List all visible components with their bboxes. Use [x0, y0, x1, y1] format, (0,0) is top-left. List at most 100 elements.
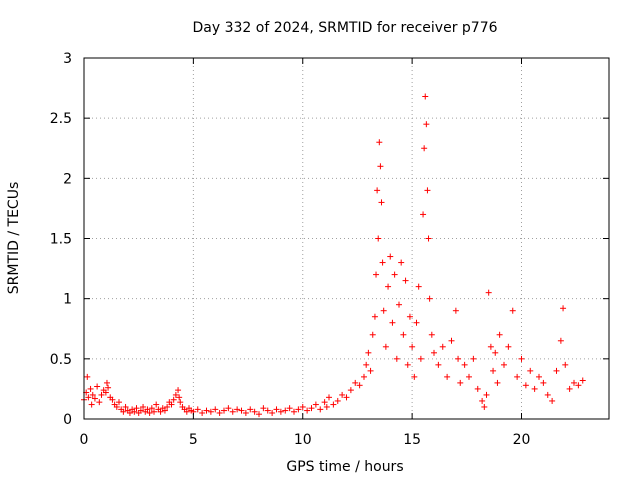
data-point	[183, 408, 190, 415]
data-point	[177, 399, 184, 406]
data-point	[361, 373, 367, 380]
data-point	[505, 343, 512, 350]
data-point	[277, 408, 284, 415]
y-tick-label: 1.5	[50, 232, 72, 248]
data-point	[299, 403, 306, 410]
data-point	[365, 349, 372, 356]
data-point	[221, 407, 227, 414]
data-point	[161, 407, 168, 414]
data-point	[560, 305, 567, 312]
data-point	[126, 409, 133, 416]
data-point	[579, 377, 586, 384]
data-point	[133, 405, 140, 412]
data-point	[312, 401, 319, 408]
data-point	[347, 387, 354, 394]
data-point	[131, 408, 138, 415]
data-point	[509, 307, 516, 314]
data-point	[242, 409, 249, 416]
data-point	[286, 405, 293, 412]
data-point	[321, 399, 328, 406]
data-points	[81, 93, 586, 418]
data-point	[409, 343, 416, 350]
y-tick-label: 2	[63, 171, 72, 187]
data-point	[562, 361, 569, 368]
data-point	[164, 403, 171, 410]
data-point	[140, 403, 147, 410]
data-point	[378, 199, 385, 206]
data-point	[120, 408, 127, 415]
y-tick-label: 0	[63, 412, 72, 428]
data-point	[212, 406, 219, 413]
data-point	[457, 379, 464, 386]
x-tick-label: 10	[294, 432, 312, 448]
data-point	[566, 385, 573, 392]
x-tick-label: 5	[189, 432, 198, 448]
data-point	[420, 211, 427, 218]
data-point	[216, 409, 223, 416]
data-point	[84, 373, 91, 380]
data-point	[373, 271, 380, 278]
data-point	[352, 379, 359, 386]
data-point	[113, 403, 120, 410]
data-point	[540, 379, 547, 386]
data-point	[424, 187, 431, 194]
x-tick-label: 20	[513, 432, 531, 448]
data-point	[264, 407, 271, 414]
data-point	[466, 373, 472, 380]
data-point	[172, 391, 179, 398]
data-point	[421, 145, 428, 152]
data-point	[308, 405, 315, 412]
data-point	[455, 355, 462, 362]
data-point	[282, 407, 289, 414]
data-point	[490, 367, 497, 374]
data-point	[194, 406, 201, 413]
data-point	[398, 259, 405, 266]
data-point	[251, 408, 258, 415]
data-point	[496, 331, 503, 338]
data-point	[148, 405, 155, 412]
data-point	[122, 403, 129, 410]
data-point	[371, 313, 378, 320]
data-point	[396, 301, 402, 308]
x-tick-label: 15	[403, 432, 421, 448]
data-point	[428, 331, 435, 338]
data-point	[343, 394, 350, 401]
data-point	[387, 253, 394, 260]
data-point	[518, 355, 525, 362]
grid	[84, 58, 609, 419]
data-point	[157, 408, 164, 415]
data-point	[391, 271, 398, 278]
data-point	[98, 391, 105, 398]
data-point	[175, 387, 182, 394]
data-point	[199, 409, 206, 416]
data-point	[406, 313, 413, 320]
y-tick-label: 0.5	[50, 352, 72, 368]
data-point	[367, 367, 374, 374]
data-point	[334, 397, 341, 404]
data-point	[448, 337, 455, 344]
data-point	[522, 382, 529, 389]
data-point	[94, 383, 101, 390]
data-point	[494, 379, 501, 386]
data-point	[256, 411, 262, 418]
data-point	[452, 307, 459, 314]
data-point	[225, 405, 232, 412]
data-point	[549, 397, 556, 404]
data-point	[374, 187, 381, 194]
data-point	[238, 407, 245, 414]
data-point	[203, 407, 210, 414]
data-point	[323, 403, 330, 410]
data-point	[295, 406, 302, 413]
data-point	[87, 385, 94, 392]
data-point	[137, 407, 144, 414]
data-point	[531, 385, 538, 392]
data-point	[413, 319, 420, 326]
data-point	[385, 283, 392, 290]
data-point	[116, 399, 122, 406]
data-point	[426, 295, 433, 302]
data-point	[411, 373, 418, 380]
data-point	[260, 405, 267, 412]
data-point	[571, 379, 577, 386]
data-point	[514, 373, 521, 380]
